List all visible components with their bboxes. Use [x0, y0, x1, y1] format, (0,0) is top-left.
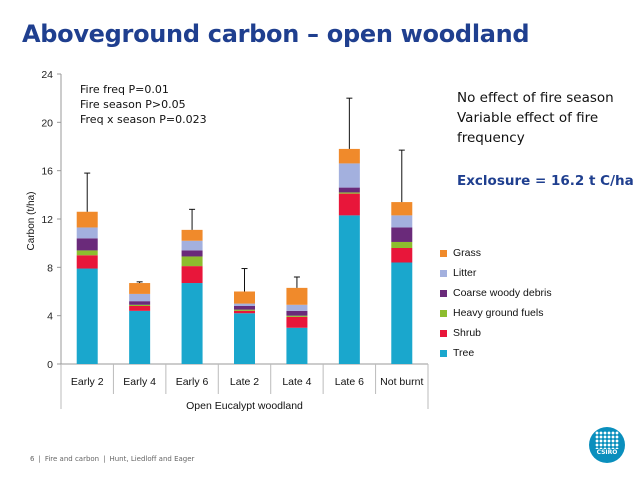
bar-segment [286, 327, 308, 364]
legend-label: Grass [453, 247, 482, 259]
legend-item: Coarse woody debris [440, 283, 552, 303]
stat-fire-season: Fire season P>0.05 [80, 98, 186, 111]
bar-segment [234, 309, 255, 311]
bar-segment [76, 227, 98, 239]
footer-page-number: 6 [30, 455, 35, 463]
bar-segment [76, 268, 98, 364]
bar-segment [391, 202, 413, 216]
bar-segment [234, 306, 255, 310]
bar-segment [181, 240, 203, 251]
bar-segment [338, 215, 360, 364]
legend-swatch [440, 349, 447, 357]
bar-segment [181, 283, 203, 364]
legend-label: Tree [453, 347, 475, 359]
logo-dots [595, 431, 619, 449]
x-tick-label: Early 6 [176, 376, 209, 388]
legend-label: Shrub [453, 327, 482, 339]
legend-label: Coarse woody debris [453, 287, 552, 299]
chart-labels: 0 4 8 12 16 20 24 Carbon (t/ha) Open Eucalypt wo… [26, 69, 423, 412]
stat-interaction: Freq x season P=0.023 [80, 113, 207, 126]
note-line-2: Variable effect of fire [457, 110, 599, 126]
x-tick-label: Not burnt [380, 376, 423, 388]
legend-swatch [440, 249, 447, 257]
x-tick-label: Early 4 [123, 376, 156, 388]
bar-segment [391, 248, 413, 263]
legend-item: Tree [440, 343, 552, 363]
bar-segment [391, 215, 413, 228]
bar-segment [338, 148, 360, 164]
legend-label: Heavy ground fuels [453, 307, 544, 319]
legend-swatch [440, 289, 447, 297]
legend-swatch [440, 269, 447, 277]
bar-segment [234, 313, 255, 364]
y-tick-label: 20 [41, 117, 53, 129]
chart-bars [76, 97, 413, 364]
bar-segment [391, 241, 413, 248]
legend-label: Litter [453, 267, 477, 279]
bar-segment [338, 163, 360, 188]
y-tick-label: 24 [41, 69, 53, 81]
bar-segment [181, 256, 203, 267]
x-tick-label: Early 2 [71, 376, 104, 388]
bar-segment [286, 310, 308, 316]
stat-fire-freq: Fire freq P=0.01 [80, 83, 169, 96]
legend-item: Heavy ground fuels [440, 303, 552, 323]
legend-item: Grass [440, 243, 552, 263]
legend-swatch [440, 329, 447, 337]
bar-segment [391, 262, 413, 364]
bar-segment [129, 306, 151, 311]
bar-segment [234, 310, 255, 314]
bar-segment [76, 255, 98, 269]
bar-segment [129, 293, 151, 302]
x-tick-label: Late 4 [282, 376, 311, 388]
bar-segment [129, 283, 151, 294]
stats-box: Fire freq P=0.01 Fire season P>0.05 Freq… [80, 82, 207, 127]
chart-legend: Grass Litter Coarse woody debris Heavy grou… [440, 243, 552, 363]
slide-footer: 6 | Fire and carbon | Hunt, Liedloff and Eag… [30, 455, 194, 463]
x-tick-label: Late 6 [335, 376, 364, 388]
footer-separator: | [103, 455, 106, 463]
y-tick-label: 16 [41, 166, 53, 178]
bar-segment [338, 193, 360, 216]
legend-item: Shrub [440, 323, 552, 343]
slide-title: Aboveground carbon – open woodland [22, 20, 530, 48]
logo-text: CSIRO [596, 449, 618, 456]
bar-segment [234, 291, 255, 304]
x-tick-label: Late 2 [230, 376, 259, 388]
bar-segment [76, 250, 98, 256]
exclosure-note: Exclosure = 16.2 t C/ha [457, 173, 634, 189]
bar-segment [181, 229, 203, 241]
bar-segment [76, 238, 98, 251]
bar-segment [181, 266, 203, 284]
legend-swatch [440, 309, 447, 317]
bar-segment [286, 315, 308, 317]
y-tick-label: 4 [47, 311, 53, 323]
y-tick-label: 0 [47, 359, 53, 371]
bar-segment [129, 304, 151, 306]
notes-box: No effect of fire season Variable effect… [457, 88, 635, 148]
y-axis-label: Carbon (t/ha) [26, 192, 37, 251]
note-line-1: No effect of fire season [457, 90, 614, 106]
bar-segment [338, 187, 360, 193]
bar-segment [234, 303, 255, 306]
y-tick-label: 12 [41, 214, 53, 226]
footer-section: Fire and carbon [44, 455, 100, 463]
footer-separator: | [38, 455, 41, 463]
bar-segment [286, 287, 308, 305]
bar-segment [391, 227, 413, 242]
legend-item: Litter [440, 263, 552, 283]
y-tick-label: 8 [47, 262, 53, 274]
bar-segment [181, 250, 203, 257]
bar-segment [76, 211, 98, 228]
footer-authors: Hunt, Liedloff and Eager [109, 455, 195, 463]
bar-segment [129, 310, 151, 364]
bar-segment [286, 316, 308, 328]
x-axis-label: Open Eucalypt woodland [186, 400, 303, 412]
note-line-3: frequency [457, 130, 525, 146]
bar-segment [338, 192, 360, 194]
bar-segment [129, 301, 151, 305]
csiro-logo: CSIRO [589, 427, 625, 463]
bar-segment [286, 304, 308, 311]
